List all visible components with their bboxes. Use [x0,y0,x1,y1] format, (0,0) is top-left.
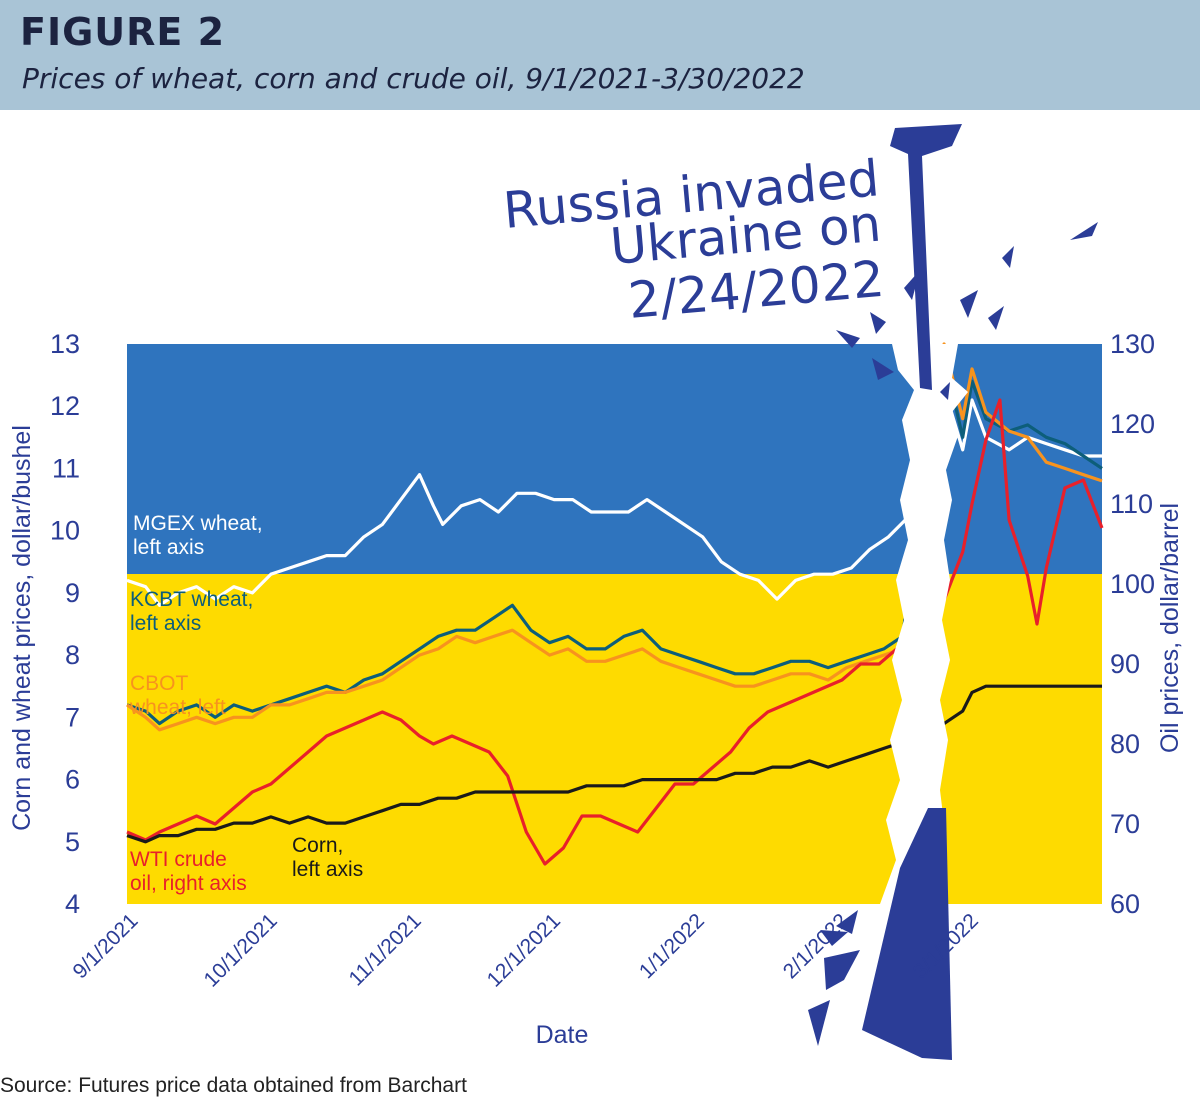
series-label-2: CBOT [130,672,189,695]
left-tick-label: 8 [65,640,80,670]
right-tick-label: 100 [1110,569,1155,599]
flag-blue-band [127,344,1102,574]
x-tick-label: 10/1/2021 [199,909,281,991]
crack-fragment-0 [836,330,860,348]
series-line-3 [126,398,1104,866]
series-label-4: Corn, [292,834,343,857]
right-tick-label: 80 [1110,729,1140,759]
left-tick-label: 4 [65,889,80,919]
left-tick-label: 5 [65,827,80,857]
left-tick-label: 10 [50,516,80,546]
x-tick-label: 1/1/2022 [635,909,709,983]
left-tick-label: 11 [52,453,80,483]
left-tick-label: 6 [65,765,80,795]
x-tick-label: 12/1/2021 [483,909,565,991]
crack-fragment-7 [1002,246,1014,268]
crack-fragment-3 [940,382,950,400]
figure-label: FIGURE 2 [20,10,226,54]
series-label-3: oil, right axis [130,872,247,895]
right-tick-label: 120 [1110,409,1155,439]
crack-gap [880,344,968,904]
left-tick-label: 13 [50,329,80,359]
left-tick-label: 12 [50,391,80,421]
crack-lower-shard [862,808,952,1060]
figure-subtitle: Prices of wheat, corn and crude oil, 9/1… [22,62,805,95]
crack-fragment-4 [960,290,978,318]
x-tick-label: 9/1/2021 [68,909,142,983]
series-label-0: left axis [133,536,204,559]
x-axis: 9/1/2021 10/1/2021 11/1/2021 12/1/2021 1/1/2… [68,909,982,1049]
flag-yellow-band [127,574,1102,904]
crack-fragment-9 [836,910,858,934]
crack-fragment-2 [872,358,894,380]
x-axis-title: Date [536,1021,589,1049]
series-label-0: MGEX wheat, [133,512,263,535]
series-label-2: wheat, left [129,696,226,719]
crack-fragment-1 [870,312,886,334]
left-axis-title: Corn and wheat prices, dollar/bushel [8,425,36,831]
invasion-crack [808,124,1098,1060]
crack-fragment-10 [824,950,860,990]
left-tick-label: 9 [65,578,80,608]
figure-header: FIGURE 2 Prices of wheat, corn and crude… [0,0,1200,110]
source-note: Source: Futures price data obtained from… [0,1074,467,1097]
left-tick-label: 7 [65,702,80,732]
series-label-3: WTI crude [130,848,227,871]
crack-fragment-12 [820,930,848,946]
right-tick-label: 110 [1110,489,1153,519]
right-tick-label: 70 [1110,809,1140,839]
crack-fragment-5 [988,306,1004,330]
left-axis: 4 5 6 7 8 9 10 11 12 13 Corn and wheat prices, dol… [8,329,80,919]
right-tick-label: 60 [1110,889,1140,919]
right-tick-label: 90 [1110,649,1140,679]
series-label-4: left axis [292,858,363,881]
crack-upper-shard [890,124,962,390]
right-axis: 60 70 80 90 100 110 120 130 Oil prices, dollar/b… [1110,329,1184,919]
right-tick-label: 130 [1110,329,1155,359]
x-tick-label: 11/1/2021 [345,909,426,990]
series-line-4 [126,684,1102,844]
series-label-1: left axis [130,612,201,635]
series-label-1: KCBT wheat, [130,588,253,611]
crack-fragment-6 [904,270,920,300]
crack-fragment-11 [808,1000,830,1046]
crack-fragment-8 [1070,222,1098,240]
right-axis-title: Oil prices, dollar/barrel [1156,503,1184,753]
